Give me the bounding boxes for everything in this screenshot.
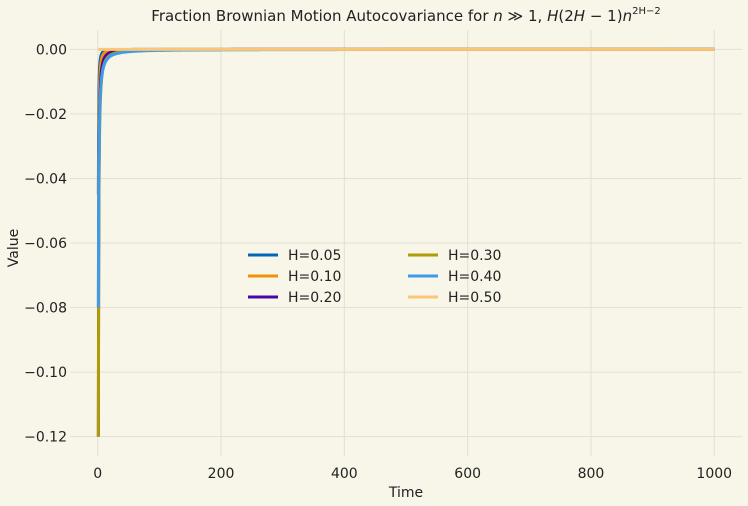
grid-lines bbox=[70, 30, 742, 456]
x-tick-label: 800 bbox=[578, 466, 605, 482]
y-tick-label: −0.08 bbox=[24, 301, 67, 317]
legend-item: H=0.20 bbox=[248, 290, 341, 306]
x-axis-label: Time bbox=[388, 485, 423, 501]
y-tick-label: −0.06 bbox=[24, 236, 67, 252]
chart-title: Fraction Brownian Motion Autocovariance … bbox=[151, 6, 660, 25]
y-tick-label: −0.12 bbox=[24, 430, 67, 446]
legend-label: H=0.20 bbox=[288, 290, 341, 306]
legend-label: H=0.40 bbox=[448, 269, 501, 285]
y-tick-label: −0.04 bbox=[24, 171, 67, 187]
y-tick-label: −0.02 bbox=[24, 107, 67, 123]
legend: H=0.05 H=0.10 H=0.20 H=0.30 H=0.40 H=0.50 bbox=[248, 248, 501, 306]
y-tick-label: 0.00 bbox=[36, 42, 67, 58]
y-axis-label: Value bbox=[6, 229, 22, 267]
x-tick-label: 200 bbox=[208, 466, 235, 482]
x-axis-ticks: 0 200 400 600 800 1000 bbox=[93, 466, 732, 482]
x-tick-label: 1000 bbox=[696, 466, 732, 482]
legend-item: H=0.30 bbox=[408, 248, 501, 264]
series-line-h-0-05 bbox=[96, 47, 715, 195]
legend-item: H=0.40 bbox=[408, 269, 501, 285]
legend-label: H=0.10 bbox=[288, 269, 341, 285]
legend-label: H=0.05 bbox=[288, 248, 341, 264]
x-tick-label: 0 bbox=[93, 466, 102, 482]
legend-item: H=0.05 bbox=[248, 248, 341, 264]
legend-item: H=0.50 bbox=[408, 290, 501, 306]
x-tick-label: 400 bbox=[331, 466, 358, 482]
y-tick-label: −0.10 bbox=[24, 365, 67, 381]
legend-item: H=0.10 bbox=[248, 269, 341, 285]
legend-label: H=0.30 bbox=[448, 248, 501, 264]
y-axis-ticks: 0.00 −0.02 −0.04 −0.06 −0.08 −0.10 −0.12 bbox=[24, 42, 67, 445]
series-lines bbox=[96, 47, 715, 437]
legend-label: H=0.50 bbox=[448, 290, 501, 306]
x-tick-label: 600 bbox=[454, 466, 481, 482]
